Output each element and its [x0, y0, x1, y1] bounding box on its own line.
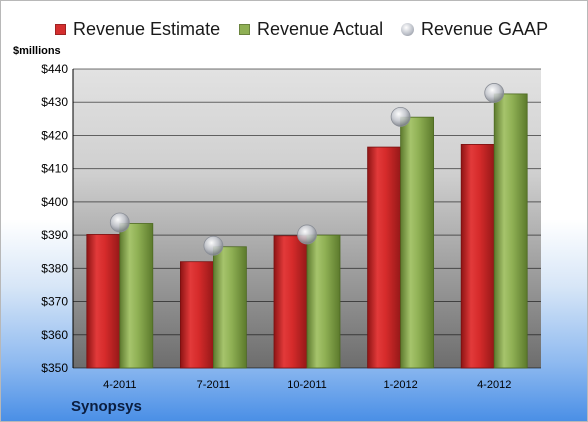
- x-tick-label: 4-2012: [477, 379, 511, 391]
- bar-revenue-actual: [306, 234, 341, 369]
- x-tick-label: 1-2012: [383, 379, 417, 391]
- legend-swatch-green: [239, 23, 250, 35]
- point-revenue-gaap: [297, 224, 317, 245]
- bar-revenue-actual: [493, 93, 528, 369]
- legend-item-revenue-gaap: Revenue GAAP: [401, 15, 548, 43]
- x-tick-label: 4-2011: [103, 379, 136, 391]
- point-revenue-gaap: [203, 235, 224, 256]
- y-tick-label: $350: [41, 361, 68, 375]
- y-tick-label: $410: [41, 162, 68, 176]
- y-axis-unit-label: $millions: [13, 45, 61, 57]
- company-name: Synopsys: [71, 398, 142, 415]
- bar-revenue-estimate: [460, 144, 495, 369]
- legend-item-revenue-estimate: Revenue Estimate: [55, 15, 220, 43]
- bar-revenue-estimate: [273, 235, 308, 369]
- point-revenue-gaap: [109, 212, 130, 233]
- point-revenue-gaap: [484, 83, 505, 103]
- legend-label: Revenue Actual: [257, 18, 384, 39]
- legend-label: Revenue Estimate: [73, 18, 221, 39]
- y-tick-label: $400: [41, 195, 68, 209]
- y-tick-label: $360: [41, 328, 68, 342]
- chart-legend: Revenue Estimate Revenue Actual Revenue …: [1, 15, 587, 43]
- y-tick-label: $390: [41, 228, 68, 242]
- x-tick-label: 10-2011: [287, 379, 327, 391]
- legend-label: Revenue GAAP: [421, 18, 549, 39]
- bar-revenue-actual: [212, 246, 247, 369]
- bar-revenue-estimate: [179, 261, 214, 369]
- bar-revenue-estimate: [367, 146, 402, 369]
- y-tick-label: $370: [41, 295, 68, 309]
- y-tick-label: $440: [41, 62, 68, 76]
- legend-swatch-red: [55, 23, 66, 35]
- x-tick-label: 7-2011: [197, 379, 230, 391]
- legend-swatch-dot: [401, 22, 414, 36]
- bar-revenue-estimate: [86, 234, 121, 369]
- y-tick-label: $430: [41, 95, 68, 109]
- legend-item-revenue-actual: Revenue Actual: [239, 15, 383, 43]
- bar-revenue-actual: [400, 116, 435, 369]
- y-tick-label: $380: [41, 261, 68, 275]
- bar-revenue-actual: [119, 223, 154, 369]
- point-revenue-gaap: [390, 106, 411, 127]
- y-tick-label: $420: [41, 128, 68, 142]
